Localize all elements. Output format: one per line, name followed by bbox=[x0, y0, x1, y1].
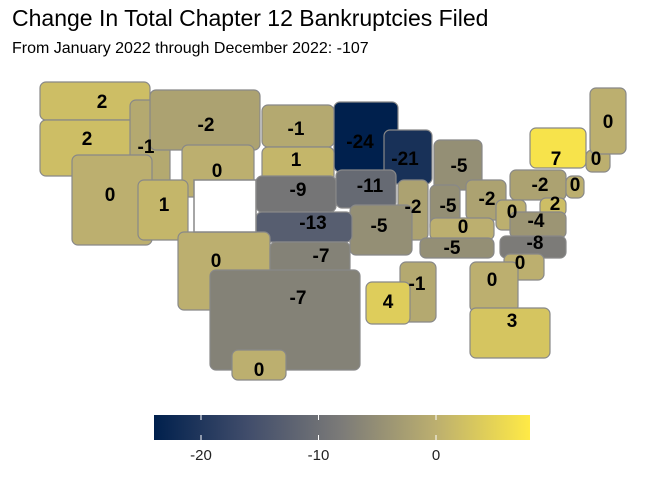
region-label: 7 bbox=[551, 149, 562, 170]
region-label: -2 bbox=[198, 115, 215, 136]
region-label: -1 bbox=[409, 274, 426, 295]
region-label: -5 bbox=[440, 196, 457, 217]
region-label: 1 bbox=[159, 195, 170, 216]
colorbar-tick-label: -10 bbox=[308, 447, 330, 464]
region bbox=[419, 237, 495, 259]
region-label: -8 bbox=[527, 233, 544, 254]
region-label: 0 bbox=[515, 253, 526, 274]
region-label: -5 bbox=[451, 156, 468, 177]
region-label: 3 bbox=[507, 311, 518, 332]
region-label: -13 bbox=[299, 213, 326, 234]
region-label: -2 bbox=[532, 175, 549, 196]
region-label: 0 bbox=[591, 149, 602, 170]
region-label: 0 bbox=[212, 161, 223, 182]
region-label: -21 bbox=[391, 149, 419, 170]
region-label: 0 bbox=[487, 270, 498, 291]
region bbox=[565, 175, 585, 199]
region bbox=[529, 127, 587, 169]
region-label: 0 bbox=[458, 217, 469, 238]
region-label: 0 bbox=[254, 360, 265, 381]
region bbox=[269, 241, 351, 275]
region-label: -7 bbox=[290, 288, 307, 309]
region bbox=[231, 349, 287, 381]
region-label: 0 bbox=[211, 251, 222, 272]
region-label: 4 bbox=[383, 292, 394, 313]
region-label: 2 bbox=[97, 92, 108, 113]
chart-title: Change In Total Chapter 12 Bankruptcies … bbox=[12, 5, 488, 31]
region-label: -2 bbox=[405, 197, 422, 218]
region-label: -5 bbox=[444, 238, 461, 259]
region-label: -2 bbox=[479, 189, 496, 210]
region-label: 0 bbox=[603, 112, 614, 133]
region bbox=[469, 307, 551, 359]
region-label: 0 bbox=[507, 202, 518, 223]
region bbox=[589, 87, 627, 155]
region-label: -7 bbox=[313, 246, 330, 267]
region-label: 0 bbox=[105, 185, 116, 206]
region-label: 2 bbox=[82, 129, 93, 150]
colorbar-tick-label: -20 bbox=[190, 447, 212, 464]
region-label: 2 bbox=[550, 194, 561, 215]
region bbox=[137, 179, 189, 241]
region-label: 1 bbox=[291, 150, 302, 171]
region-label: -1 bbox=[288, 119, 305, 140]
region-label: -5 bbox=[371, 216, 388, 237]
region-label: -4 bbox=[528, 211, 545, 232]
regions bbox=[39, 81, 627, 381]
region bbox=[365, 281, 411, 325]
region-label: -24 bbox=[346, 132, 374, 153]
region-label: -11 bbox=[357, 176, 384, 197]
colorbar-tick-label: 0 bbox=[432, 447, 440, 464]
region-label: 0 bbox=[570, 175, 581, 196]
region-label: -9 bbox=[290, 180, 307, 201]
no-data-region bbox=[193, 179, 257, 233]
colorbar bbox=[154, 415, 530, 440]
chart-subtitle: From January 2022 through December 2022:… bbox=[12, 40, 369, 57]
region-label: -1 bbox=[138, 137, 155, 158]
